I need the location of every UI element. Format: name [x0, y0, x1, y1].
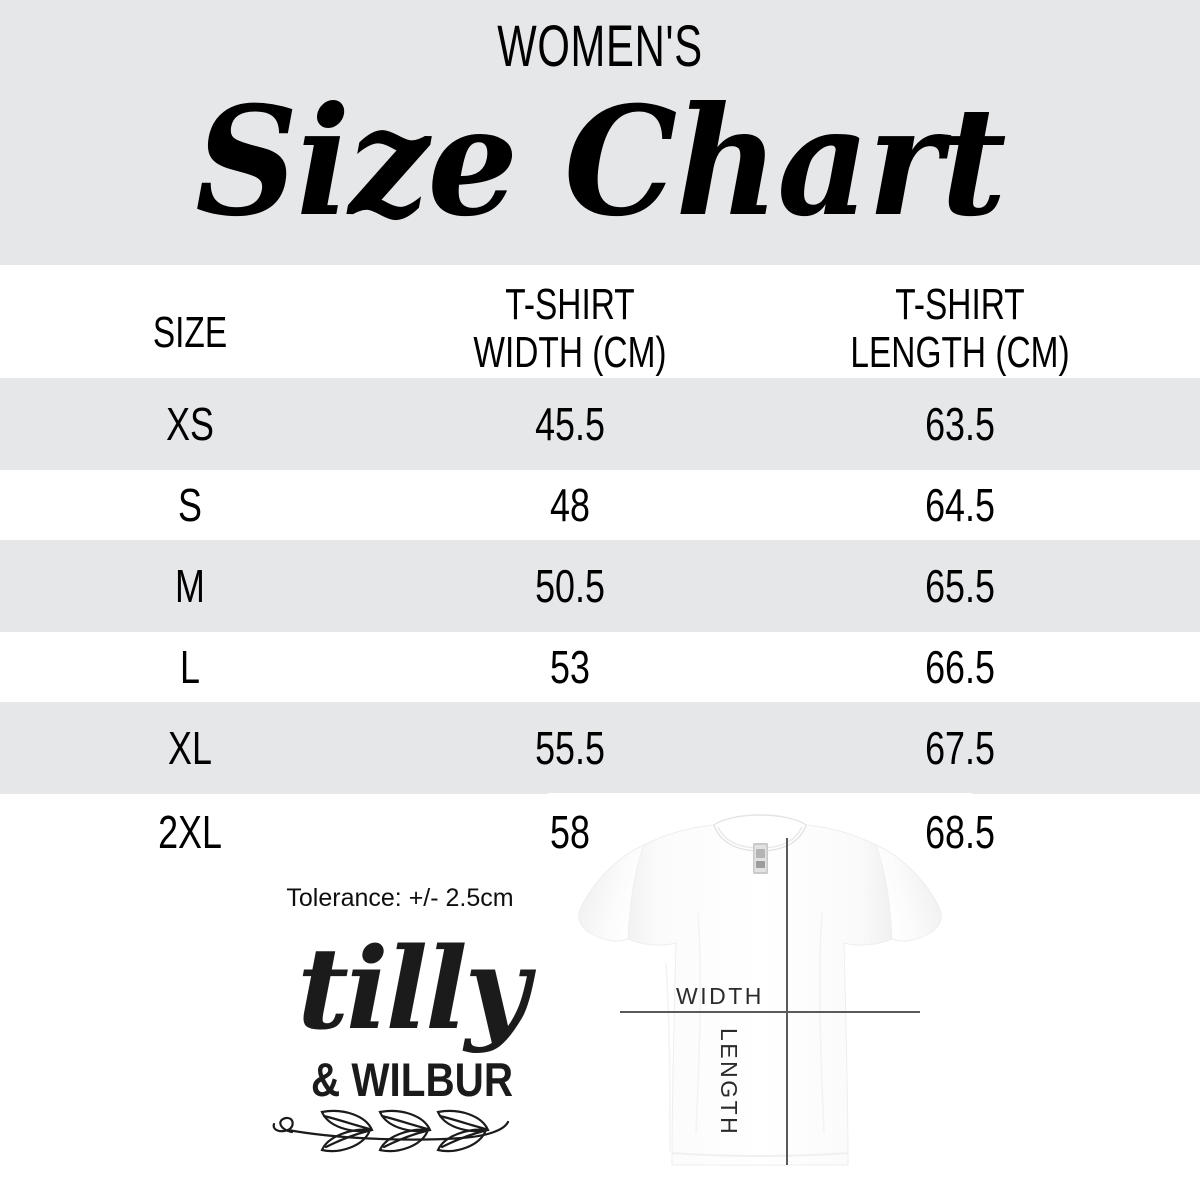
- column-header-length-line1: T-SHIRT: [895, 280, 1025, 329]
- column-header-width-line2: WIDTH (CM): [473, 328, 667, 377]
- column-header-length-line2: LENGTH (CM): [850, 328, 1070, 377]
- brand-logo-sub: & WILBUR: [310, 1053, 514, 1106]
- header-eyebrow: WOMEN'S: [497, 14, 703, 79]
- brand-logo-script: tilly: [297, 924, 529, 1055]
- cell-length: 68.5: [925, 805, 995, 858]
- brand-logo: tilly & WILBUR: [262, 934, 562, 1153]
- width-measure-label: WIDTH: [676, 983, 764, 1009]
- table-row: S 48 64.5: [0, 459, 1200, 551]
- width-measure-line: [620, 1011, 920, 1013]
- cell-width: 50.5: [535, 559, 605, 612]
- row-stripe-xs: [0, 378, 1200, 470]
- tshirt-illustration: [578, 814, 942, 1166]
- cell-width: 55.5: [535, 721, 605, 774]
- branch-flourish-icon: [272, 1109, 510, 1153]
- column-header-size: SIZE: [152, 308, 228, 357]
- cell-size: L: [180, 640, 200, 693]
- cell-length: 64.5: [925, 478, 995, 531]
- cell-width: 53: [550, 640, 590, 693]
- cell-length: 66.5: [925, 640, 995, 693]
- table-row: L 53 66.5: [0, 621, 1200, 713]
- cell-width: 45.5: [535, 397, 605, 450]
- column-header-width-line1: T-SHIRT: [505, 280, 635, 329]
- cell-length: 63.5: [925, 397, 995, 450]
- cell-length: 67.5: [925, 721, 995, 774]
- length-measure-line: [786, 838, 788, 1165]
- length-measure-label: LENGTH: [716, 1028, 742, 1137]
- table-row: XL 55.5 67.5: [0, 702, 1200, 794]
- cell-size: S: [178, 478, 202, 531]
- cell-length: 65.5: [925, 559, 995, 612]
- cell-size: XS: [166, 397, 214, 450]
- table-row: XS 45.5 63.5: [0, 378, 1200, 470]
- header-band: [0, 0, 1200, 265]
- table-row: 2XL 58 68.5: [0, 786, 1200, 878]
- cell-size: XL: [168, 721, 212, 774]
- cell-width: 48: [550, 478, 590, 531]
- cell-size: 2XL: [158, 805, 222, 858]
- row-stripe-xl: [0, 702, 1200, 794]
- row-stripe-m: [0, 540, 1200, 632]
- cell-width: 58: [550, 805, 590, 858]
- cell-size: M: [175, 559, 205, 612]
- tolerance-note: Tolerance: +/- 2.5cm: [286, 884, 514, 912]
- table-header-row: SIZE T-SHIRT WIDTH (CM) T-SHIRT LENGTH (…: [0, 278, 1200, 377]
- table-row: M 50.5 65.5: [0, 540, 1200, 632]
- page-title: Size Chart: [195, 74, 1006, 250]
